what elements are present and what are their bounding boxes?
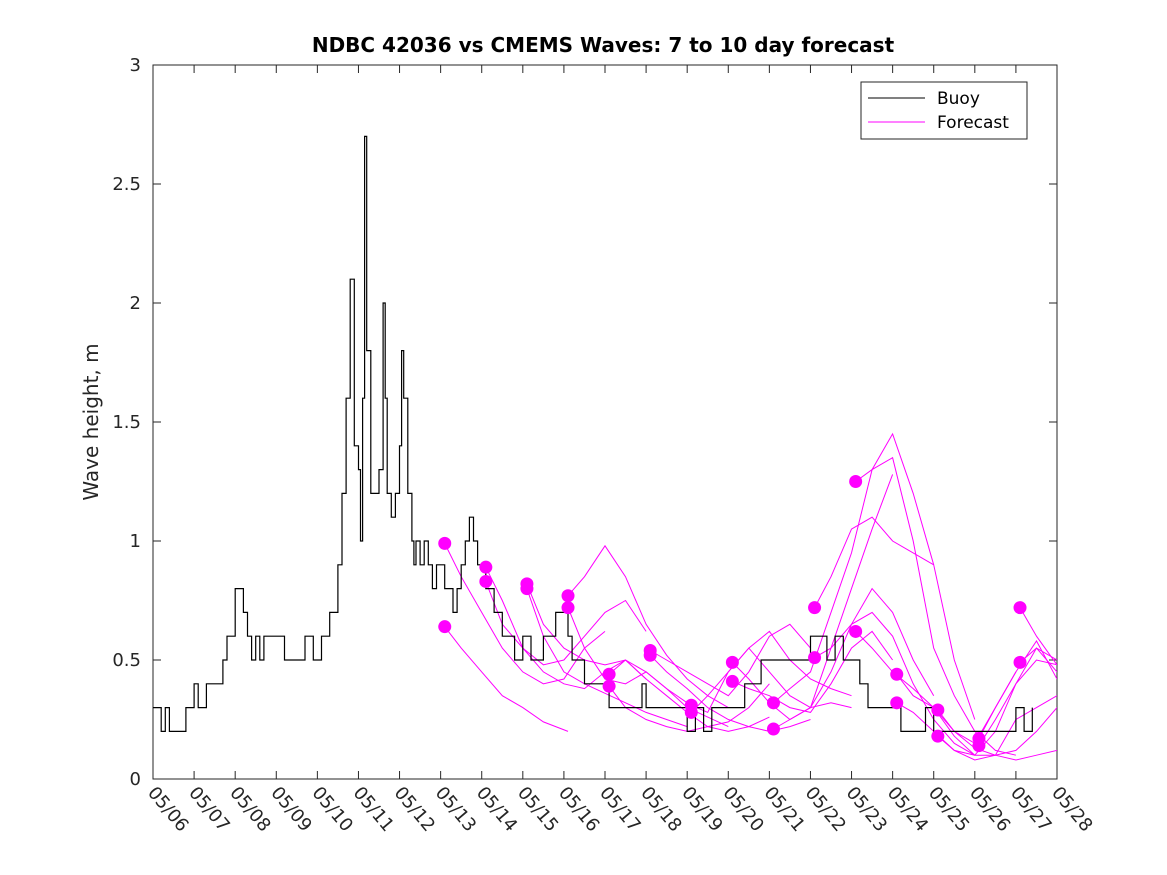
y-tick-label: 1 [130, 531, 141, 552]
forecast-start-marker-2 [438, 536, 452, 550]
forecast-start-marker-26 [931, 729, 945, 743]
buoy-series [153, 135, 1033, 732]
forecast-line-19 [814, 516, 976, 720]
forecast-start-marker-6 [520, 582, 534, 596]
forecast-start-marker-18 [766, 722, 780, 736]
forecast-line-6 [526, 588, 688, 728]
y-axis-label: Wave height, m [79, 343, 103, 500]
forecast-start-marker-8 [561, 601, 575, 615]
forecast-line-8 [567, 607, 729, 728]
forecast-start-marker-12 [643, 648, 657, 662]
forecast-start-marker-29 [1013, 601, 1027, 615]
forecast-line-1 [444, 626, 569, 732]
forecast-start-marker-28 [972, 739, 986, 753]
forecast-start-marker-4 [479, 560, 493, 574]
forecast-start-marker-17 [766, 696, 780, 710]
forecast-start-marker-14 [684, 705, 698, 719]
forecast-start-marker-7 [561, 589, 575, 603]
forecast-line-29 [1019, 607, 1057, 666]
forecast-line-26 [937, 735, 1057, 761]
forecast-start-marker-10 [602, 679, 616, 693]
y-tick-label: 2.5 [112, 174, 141, 195]
forecast-start-marker-16 [725, 674, 739, 688]
legend-buoy-label: Buoy [937, 89, 980, 109]
forecast-start-marker-1 [438, 620, 452, 634]
forecast-line-14 [690, 647, 852, 713]
forecast-start-marker-25 [931, 703, 945, 717]
y-tick-label: 0 [130, 769, 141, 790]
forecast-start-marker-19 [808, 601, 822, 615]
forecast-series [444, 432, 1057, 761]
forecast-line-2 [444, 543, 606, 685]
chart-title: NDBC 42036 vs CMEMS Waves: 7 to 10 day f… [312, 33, 895, 57]
forecast-line-21 [855, 456, 1017, 756]
y-tick-label: 1.5 [112, 412, 141, 433]
forecast-line-17 [773, 432, 935, 704]
forecast-start-marker-23 [890, 667, 904, 681]
forecast-line-24 [896, 695, 1057, 761]
forecast-line-30 [1019, 647, 1057, 663]
forecast-line-7 [567, 544, 729, 709]
y-tick-label: 0.5 [112, 650, 141, 671]
buoy-line [153, 135, 1033, 732]
y-tick-label: 3 [130, 55, 141, 76]
y-tick-label: 2 [130, 293, 141, 314]
forecast-start-marker-22 [849, 624, 863, 638]
forecast-line-12 [649, 654, 811, 732]
forecast-line-27 [978, 640, 1057, 739]
legend: Buoy Forecast [860, 81, 1028, 140]
forecast-line-11 [649, 623, 811, 697]
forecast-line-13 [691, 630, 852, 714]
forecast-line-4 [485, 566, 647, 690]
forecast-line-3 [485, 581, 647, 666]
forecast-start-marker-30 [1013, 655, 1027, 669]
forecast-start-marker-15 [725, 655, 739, 669]
forecast-start-marker-3 [479, 574, 493, 588]
forecast-start-marker-21 [849, 475, 863, 488]
forecast-line-16 [732, 630, 894, 713]
legend-box [860, 81, 1028, 140]
forecast-start-marker-20 [808, 651, 822, 665]
forecast-start-marker-24 [890, 696, 904, 710]
legend-forecast-label: Forecast [937, 113, 1009, 133]
forecast-line-20 [814, 611, 976, 756]
forecast-line-28 [978, 659, 1057, 746]
forecast-start-marker-9 [602, 667, 616, 681]
y-axis-ticks: 0 0.5 1 1.5 2 2.5 3 [112, 55, 1057, 790]
forecast-start-markers [438, 475, 1027, 753]
